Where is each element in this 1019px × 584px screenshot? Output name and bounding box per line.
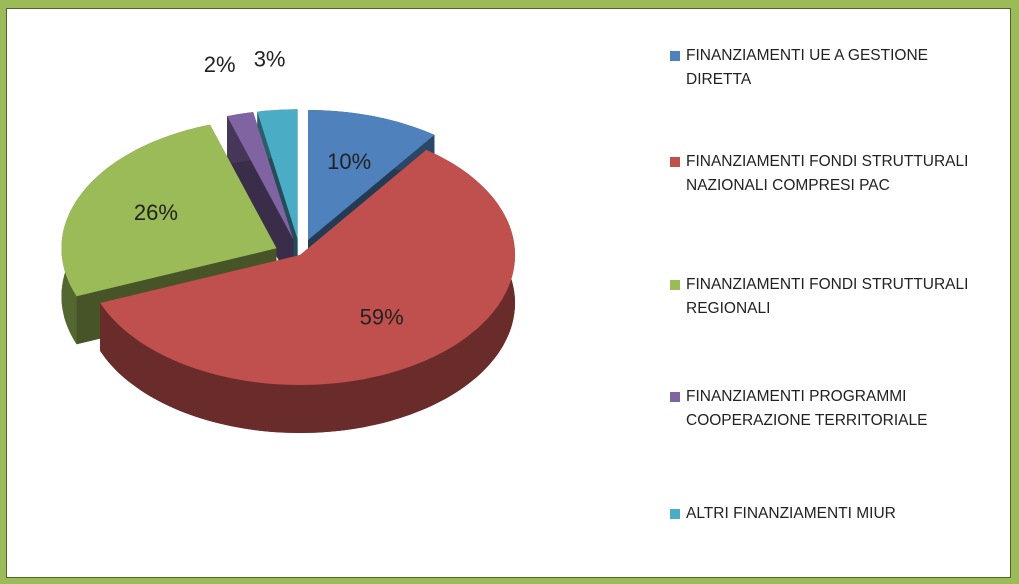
- legend-swatch: [670, 51, 680, 61]
- legend-label: FINANZIAMENTI FONDI STRUTTURALI REGIONAL…: [686, 276, 969, 317]
- legend-entry: FINANZIAMENTI PROGRAMMI COOPERAZIONE TER…: [670, 385, 996, 433]
- data-label: 59%: [360, 305, 404, 330]
- legend-swatch: [670, 157, 680, 167]
- legend-entry: FINANZIAMENTI UE A GESTIONE DIRETTA: [670, 44, 996, 92]
- slice-group: [100, 149, 515, 434]
- slice: [257, 109, 298, 240]
- data-label: 3%: [254, 47, 286, 72]
- legend-label: ALTRI FINANZIAMENTI MIUR: [686, 505, 896, 522]
- slice: [61, 124, 277, 297]
- legend-swatch: [670, 392, 680, 402]
- legend-label: FINANZIAMENTI PROGRAMMI COOPERAZIONE TER…: [686, 388, 928, 429]
- legend-entry: FINANZIAMENTI FONDI STRUTTURALI REGIONAL…: [670, 273, 996, 321]
- legend-label: FINANZIAMENTI FONDI STRUTTURALI NAZIONAL…: [686, 153, 969, 194]
- data-label: 10%: [327, 149, 371, 174]
- slice: [308, 110, 435, 240]
- legend-swatch: [670, 509, 680, 519]
- slice: [100, 149, 515, 385]
- legend-label: FINANZIAMENTI UE A GESTIONE DIRETTA: [686, 47, 929, 88]
- data-label: 26%: [134, 200, 178, 225]
- slice: [227, 112, 294, 240]
- data-label: 2%: [204, 52, 236, 77]
- legend-swatch: [670, 280, 680, 290]
- legend-entry: ALTRI FINANZIAMENTI MIUR: [670, 502, 996, 526]
- legend-entry: FINANZIAMENTI FONDI STRUTTURALI NAZIONAL…: [670, 150, 996, 198]
